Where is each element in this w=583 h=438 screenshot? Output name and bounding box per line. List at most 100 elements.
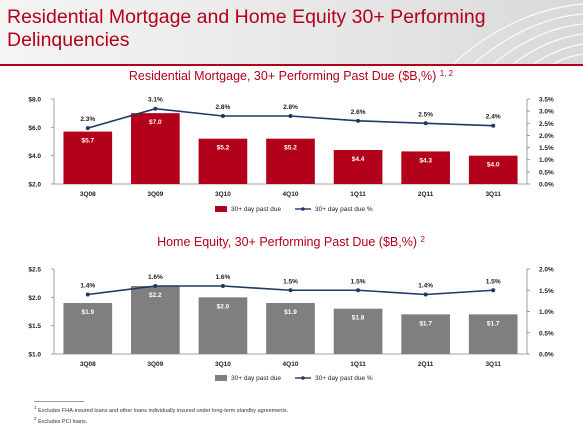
line-point [491, 288, 496, 293]
x-tick-label: 3Q10 [215, 361, 231, 368]
bar-value-label: $5.2 [217, 145, 230, 152]
bar [401, 314, 450, 354]
slide-header: Residential Mortgage and Home Equity 30+… [0, 0, 583, 66]
x-tick-label: 3Q11 [485, 191, 501, 198]
bar-value-label: $4.4 [352, 156, 365, 163]
x-tick-label: 1Q11 [350, 191, 366, 198]
y2-tick-label: 1.5% [539, 145, 554, 152]
bar [131, 286, 180, 354]
line-point [85, 126, 90, 131]
x-tick-label: 3Q11 [485, 361, 501, 368]
line-value-label: 2.8% [216, 104, 231, 111]
line-point [423, 121, 428, 126]
y2-tick-label: 3.0% [539, 109, 554, 116]
bar-value-label: $4.3 [419, 157, 432, 164]
x-tick-label: 2Q11 [418, 191, 434, 198]
legend-bar-swatch [215, 375, 227, 381]
line-value-label: 1.5% [486, 278, 501, 285]
line-value-label: 3.1% [148, 97, 163, 104]
y2-tick-label: 1.0% [539, 157, 554, 164]
legend-line-marker [301, 207, 305, 211]
line-value-label: 2.5% [418, 111, 433, 118]
line-point [423, 292, 428, 297]
line-point [356, 118, 361, 123]
bar-value-label: $4.0 [487, 162, 500, 169]
bar [333, 150, 383, 184]
bar-value-label: $5.7 [81, 138, 94, 145]
legend-line-label: 30+ day past due % [315, 375, 373, 382]
bar-value-label: $1.7 [419, 320, 432, 327]
footnote-2: 2 Excludes PCI loans. [34, 415, 88, 425]
y2-tick-label: 1.0% [539, 309, 554, 316]
x-tick-label: 3Q08 [80, 361, 96, 368]
x-tick-label: 4Q10 [283, 361, 299, 368]
y2-tick-label: 2.0% [539, 133, 554, 140]
y-tick-label: $4.0 [28, 153, 41, 160]
legend-bar-swatch [215, 206, 227, 212]
line-value-label: 2.8% [283, 104, 298, 111]
legend-bar-label: 30+ day past due [231, 206, 281, 213]
residential-mortgage-chart: Residential Mortgage, 30+ Performing Pas… [28, 69, 554, 213]
y2-tick-label: 0.0% [539, 352, 554, 359]
x-tick-label: 2Q11 [418, 361, 434, 368]
bar [63, 303, 113, 354]
bar-value-label: $1.7 [487, 320, 500, 327]
footnotes: 1 Excludes FHA-insured loans and other l… [34, 401, 288, 426]
bar [198, 138, 248, 184]
x-tick-label: 3Q10 [215, 191, 231, 198]
y-tick-label: $8.0 [28, 97, 41, 104]
y-tick-label: $2.5 [28, 267, 41, 274]
bar [468, 314, 518, 354]
y2-tick-label: 1.5% [539, 288, 554, 295]
home-equity-chart: Home Equity, 30+ Performing Past Due ($B… [28, 235, 554, 382]
bar-value-label: $2.0 [217, 303, 230, 310]
chart-title-text: Home Equity, 30+ Performing Past Due ($B… [157, 235, 420, 249]
line-value-label: 1.4% [80, 283, 95, 290]
chart-title: Home Equity, 30+ Performing Past Due ($B… [157, 235, 425, 249]
line-point [356, 288, 361, 293]
chart-title-text: Residential Mortgage, 30+ Performing Pas… [129, 69, 440, 83]
legend-bar-label: 30+ day past due [231, 375, 281, 382]
x-tick-label: 3Q09 [147, 191, 163, 198]
y2-tick-label: 0.0% [539, 182, 554, 189]
y2-tick-label: 3.5% [539, 97, 554, 104]
line-point [220, 114, 225, 118]
x-tick-label: 4Q10 [283, 191, 299, 198]
y-tick-label: $2.0 [28, 182, 41, 189]
y-tick-label: $2.0 [28, 295, 41, 302]
chart-title-superscript: 2 [420, 235, 425, 244]
header-rule [0, 64, 583, 66]
bar-value-label: $1.8 [352, 315, 365, 322]
chart-title: Residential Mortgage, 30+ Performing Pas… [129, 69, 454, 83]
x-tick-label: 3Q09 [147, 361, 163, 368]
legend-line-label: 30+ day past due % [315, 206, 373, 213]
line-value-label: 1.4% [418, 283, 433, 290]
line-value-label: 1.6% [148, 274, 163, 281]
bar [266, 138, 315, 184]
bar [131, 113, 180, 184]
line-value-label: 1.5% [351, 278, 366, 285]
y-tick-label: $1.0 [28, 352, 41, 359]
decorative-arcs [452, 3, 583, 64]
chart-title-superscript: 1, 2 [440, 69, 454, 78]
bar-value-label: $1.9 [284, 309, 297, 316]
line-point [220, 284, 225, 288]
bar-value-label: $1.9 [81, 309, 94, 316]
footnote-1: 1 Excludes FHA-insured loans and other l… [34, 405, 289, 414]
line-point [153, 106, 158, 111]
line-value-label: 1.6% [216, 274, 231, 281]
legend-line-marker [301, 376, 305, 380]
line-value-label: 2.3% [80, 116, 95, 123]
slide-title: Residential Mortgage and Home Equity 30+… [7, 6, 486, 51]
line-point [288, 114, 293, 118]
bar [333, 308, 383, 354]
y2-tick-label: 0.5% [539, 169, 554, 176]
line-point [288, 288, 293, 293]
bar [401, 151, 450, 184]
y2-tick-label: 0.5% [539, 330, 554, 337]
line-point [85, 292, 90, 297]
footnote-rule [34, 401, 84, 402]
bar [198, 297, 248, 354]
bar-value-label: $7.0 [149, 119, 162, 126]
y-tick-label: $6.0 [28, 125, 41, 132]
